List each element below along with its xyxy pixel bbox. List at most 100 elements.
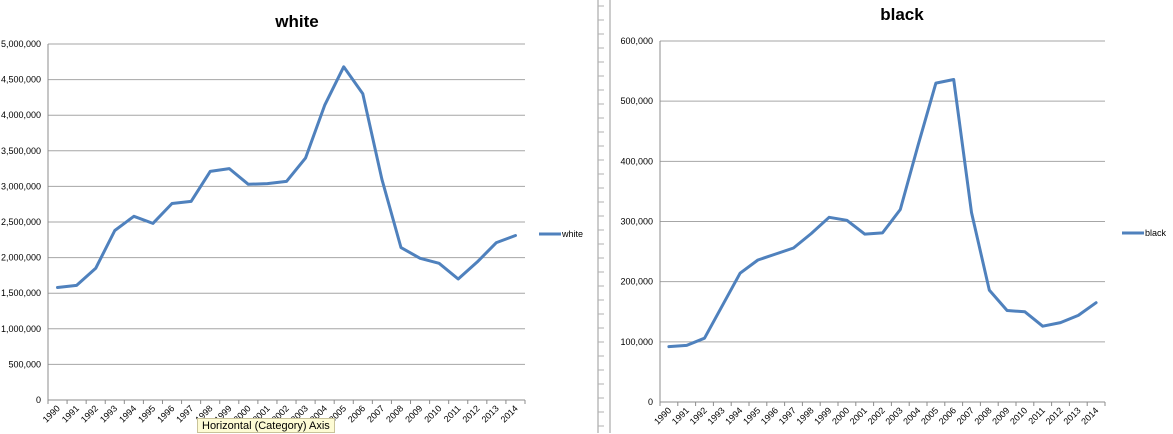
x-tick-label: 1990 <box>41 403 62 424</box>
data-point[interactable] <box>702 335 708 341</box>
chart-title-black: black <box>880 5 924 24</box>
x-tick-label: 1993 <box>98 403 119 424</box>
data-point[interactable] <box>303 155 309 161</box>
x-tick-label: 2013 <box>480 403 501 424</box>
white-legend[interactable]: white <box>539 229 583 239</box>
y-tick-label: 500,000 <box>620 96 653 106</box>
black-chart[interactable]: black 0 100,000 200,000 300,000 400,000 500,0… <box>620 5 1166 427</box>
data-point[interactable] <box>112 228 118 234</box>
data-point[interactable] <box>455 276 461 282</box>
data-point[interactable] <box>188 198 194 204</box>
x-tick-label: 2003 <box>883 405 904 426</box>
x-tick-label: 2008 <box>972 405 993 426</box>
data-point[interactable] <box>131 213 137 219</box>
data-point[interactable] <box>512 233 518 239</box>
data-point[interactable] <box>1040 323 1046 329</box>
black-x-tick-labels: 1990199119921993199419951996199719981999… <box>652 405 1100 426</box>
y-tick-label: 200,000 <box>620 277 653 287</box>
legend-label-black: black <box>1145 228 1167 238</box>
panel-divider <box>597 0 611 433</box>
x-tick-label: 2012 <box>1044 405 1065 426</box>
x-tick-label: 1992 <box>688 405 709 426</box>
y-tick-label: 400,000 <box>620 156 653 166</box>
data-point[interactable] <box>398 245 404 251</box>
data-point[interactable] <box>360 91 366 97</box>
x-tick-label: 2012 <box>460 403 481 424</box>
data-point[interactable] <box>951 77 957 83</box>
chart-title-white: white <box>274 12 318 31</box>
data-point[interactable] <box>897 206 903 212</box>
data-point[interactable] <box>379 176 385 182</box>
x-tick-label: 2000 <box>830 405 851 426</box>
x-tick-label: 1997 <box>777 405 798 426</box>
black-legend[interactable]: black <box>1122 228 1167 238</box>
data-point[interactable] <box>341 64 347 70</box>
x-tick-label: 2009 <box>990 405 1011 426</box>
data-point[interactable] <box>1058 320 1064 326</box>
data-point[interactable] <box>791 245 797 251</box>
data-point[interactable] <box>719 303 725 309</box>
data-point[interactable] <box>284 178 290 184</box>
data-point[interactable] <box>1022 309 1028 315</box>
data-point[interactable] <box>169 200 175 206</box>
x-tick-label: 1995 <box>741 405 762 426</box>
data-point[interactable] <box>150 220 156 226</box>
x-tick-label: 1994 <box>117 403 138 424</box>
data-point[interactable] <box>755 257 761 263</box>
x-tick-label: 2009 <box>403 403 424 424</box>
white-series[interactable] <box>55 64 519 291</box>
data-point[interactable] <box>1004 308 1010 314</box>
data-point[interactable] <box>264 181 270 187</box>
x-tick-label: 1990 <box>652 405 673 426</box>
y-tick-label: 3,000,000 <box>1 181 41 191</box>
data-point[interactable] <box>773 251 779 257</box>
divider-tick-marks <box>598 5 604 427</box>
data-point[interactable] <box>844 217 850 223</box>
black-gridlines <box>659 40 1106 406</box>
data-point[interactable] <box>986 287 992 293</box>
data-point[interactable] <box>684 342 690 348</box>
white-gridlines <box>47 43 526 404</box>
data-point[interactable] <box>880 230 886 236</box>
data-point[interactable] <box>915 142 921 148</box>
x-tick-label: 1996 <box>155 403 176 424</box>
data-point[interactable] <box>417 255 423 261</box>
x-tick-label: 1992 <box>79 403 100 424</box>
x-tick-label: 2010 <box>1008 405 1029 426</box>
y-tick-label: 4,500,000 <box>1 75 41 85</box>
data-point[interactable] <box>808 231 814 237</box>
y-tick-label: 1,000,000 <box>1 324 41 334</box>
y-tick-label: 4,000,000 <box>1 110 41 120</box>
data-point[interactable] <box>436 260 442 266</box>
data-point[interactable] <box>74 282 80 288</box>
data-point[interactable] <box>826 214 832 220</box>
x-tick-label: 2007 <box>955 405 976 426</box>
data-point[interactable] <box>1093 300 1099 306</box>
data-point[interactable] <box>226 166 232 172</box>
data-point[interactable] <box>245 181 251 187</box>
data-point[interactable] <box>474 259 480 265</box>
x-tick-label: 2014 <box>499 403 520 424</box>
x-tick-label: 2007 <box>365 403 386 424</box>
series-line-black[interactable] <box>667 78 1098 349</box>
white-chart[interactable]: white 0 500,000 1,000,000 1,500,000 2,000,00… <box>1 12 583 425</box>
data-point[interactable] <box>933 80 939 86</box>
data-point[interactable] <box>55 285 61 291</box>
x-tick-label: 1994 <box>723 405 744 426</box>
data-point[interactable] <box>862 231 868 237</box>
data-point[interactable] <box>666 344 672 350</box>
data-point[interactable] <box>207 168 213 174</box>
x-tick-label: 2006 <box>346 403 367 424</box>
data-point[interactable] <box>969 209 975 215</box>
data-point[interactable] <box>1075 312 1081 318</box>
data-point[interactable] <box>93 265 99 271</box>
series-line-white[interactable] <box>56 65 517 289</box>
data-point[interactable] <box>493 240 499 246</box>
black-series[interactable] <box>666 77 1099 350</box>
x-tick-label: 2005 <box>919 405 940 426</box>
data-point[interactable] <box>737 270 743 276</box>
data-point[interactable] <box>322 102 328 108</box>
legend-label-white: white <box>561 229 583 239</box>
y-tick-label: 1,500,000 <box>1 288 41 298</box>
